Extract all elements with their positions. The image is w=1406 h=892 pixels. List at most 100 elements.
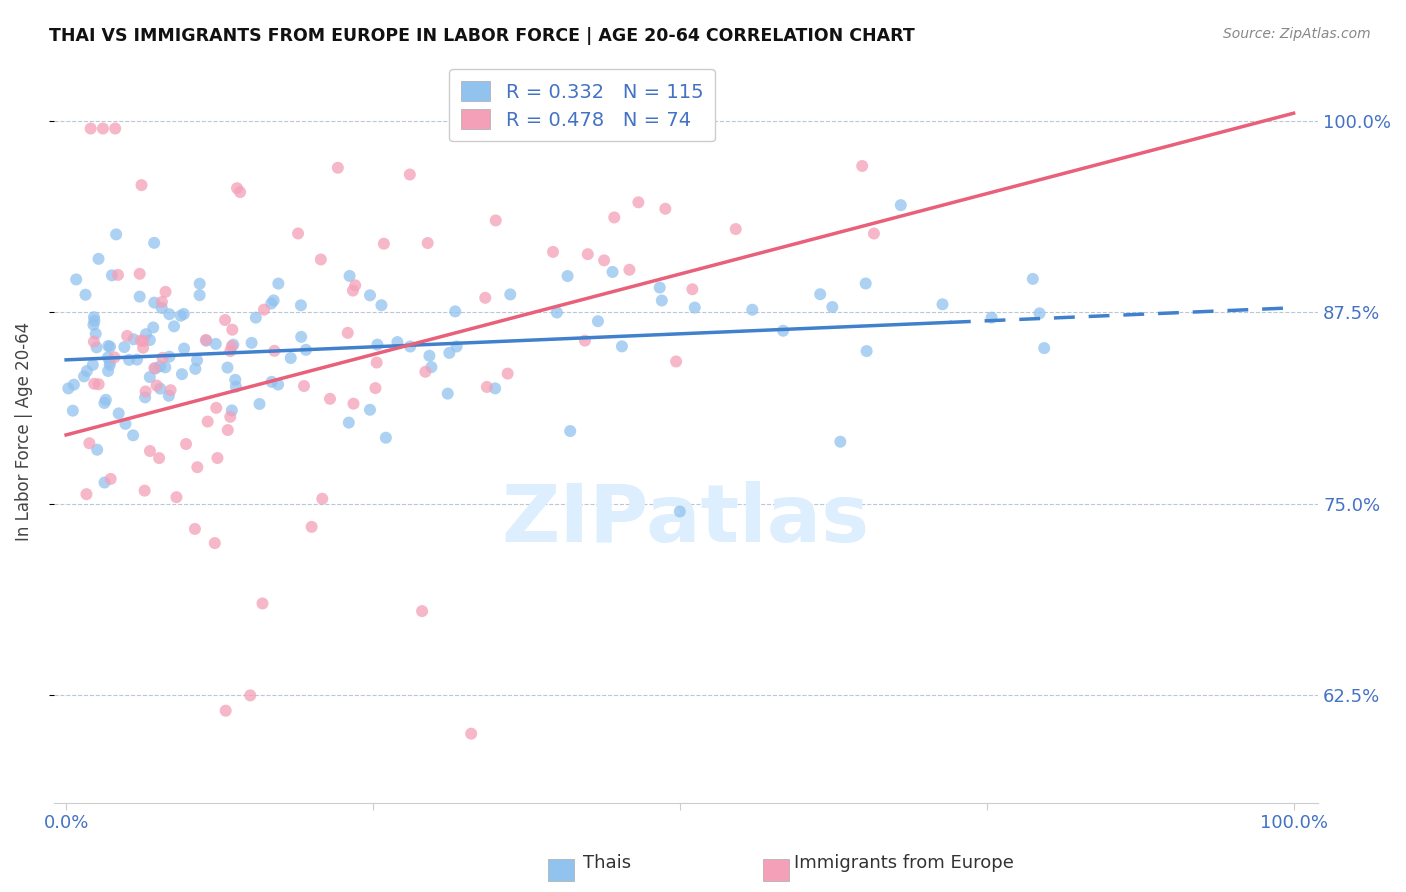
Point: [104, 121, 127, 136]
Point: [122, 428, 145, 442]
Point: [931, 297, 953, 311]
Point: [79, 121, 101, 136]
Point: [436, 386, 458, 401]
Point: [118, 352, 141, 367]
Point: [295, 343, 318, 357]
Point: [724, 222, 747, 236]
Point: [1022, 272, 1045, 286]
Point: [1033, 341, 1056, 355]
Point: [129, 334, 152, 348]
Point: [97, 364, 120, 378]
Point: [152, 351, 174, 365]
Point: [205, 401, 228, 415]
Point: [619, 262, 641, 277]
Point: [240, 335, 263, 350]
Point: [87, 252, 110, 266]
Point: [855, 344, 877, 359]
Point: [217, 360, 239, 375]
Point: [87, 377, 110, 392]
Point: [301, 520, 323, 534]
Point: [145, 361, 167, 376]
Point: [63, 377, 86, 392]
Point: [128, 267, 150, 281]
Point: [98, 354, 121, 368]
Point: [855, 277, 877, 291]
Point: [75, 487, 97, 501]
Point: [83, 376, 105, 391]
Point: [173, 342, 195, 356]
Point: [135, 384, 157, 399]
Point: [204, 536, 226, 550]
Point: [292, 379, 315, 393]
Point: [370, 298, 392, 312]
Point: [245, 310, 267, 325]
Point: [342, 284, 364, 298]
Point: [416, 235, 439, 250]
Point: [830, 434, 852, 449]
Point: [681, 282, 703, 296]
Point: [184, 362, 207, 376]
Point: [157, 389, 180, 403]
Point: [252, 597, 274, 611]
Point: [83, 334, 105, 349]
Point: [683, 301, 706, 315]
Point: [290, 330, 312, 344]
Point: [112, 340, 135, 354]
Point: [339, 268, 361, 283]
Point: [79, 436, 101, 450]
Point: [139, 370, 162, 384]
Point: [82, 318, 104, 332]
Text: Immigrants from Europe: Immigrants from Europe: [794, 855, 1014, 872]
Point: [574, 334, 596, 348]
Point: [557, 268, 579, 283]
Point: [170, 309, 193, 323]
Point: [194, 333, 217, 347]
Point: [496, 367, 519, 381]
Point: [143, 235, 166, 250]
Point: [149, 382, 172, 396]
Point: [83, 314, 105, 328]
Point: [602, 265, 624, 279]
Point: [188, 288, 211, 302]
Point: [808, 287, 831, 301]
Point: [359, 288, 381, 302]
Text: Thais: Thais: [583, 855, 631, 872]
Point: [593, 253, 616, 268]
Point: [221, 339, 243, 353]
Point: [142, 320, 165, 334]
Point: [122, 332, 145, 346]
Point: [166, 490, 188, 504]
Point: [576, 247, 599, 261]
Point: [101, 268, 124, 283]
Point: [186, 460, 208, 475]
Point: [359, 402, 381, 417]
Point: [287, 227, 309, 241]
Point: [107, 268, 129, 282]
Point: [97, 351, 120, 365]
Point: [84, 326, 107, 341]
Point: [224, 373, 246, 387]
Point: [229, 185, 252, 199]
Point: [219, 344, 242, 359]
Point: [411, 604, 433, 618]
Point: [221, 403, 243, 417]
Point: [484, 381, 506, 395]
Point: [86, 340, 108, 354]
Point: [75, 287, 97, 301]
Point: [186, 353, 208, 368]
Point: [387, 335, 409, 350]
Point: [150, 301, 173, 315]
Point: [139, 444, 162, 458]
Point: [115, 329, 138, 343]
Point: [188, 277, 211, 291]
Point: [319, 392, 342, 406]
Point: [83, 310, 105, 325]
Point: [73, 369, 96, 384]
Point: [86, 442, 108, 457]
Point: [311, 491, 333, 506]
Point: [366, 337, 388, 351]
Point: [197, 415, 219, 429]
Point: [1028, 306, 1050, 320]
Point: [337, 416, 360, 430]
Point: [418, 349, 440, 363]
